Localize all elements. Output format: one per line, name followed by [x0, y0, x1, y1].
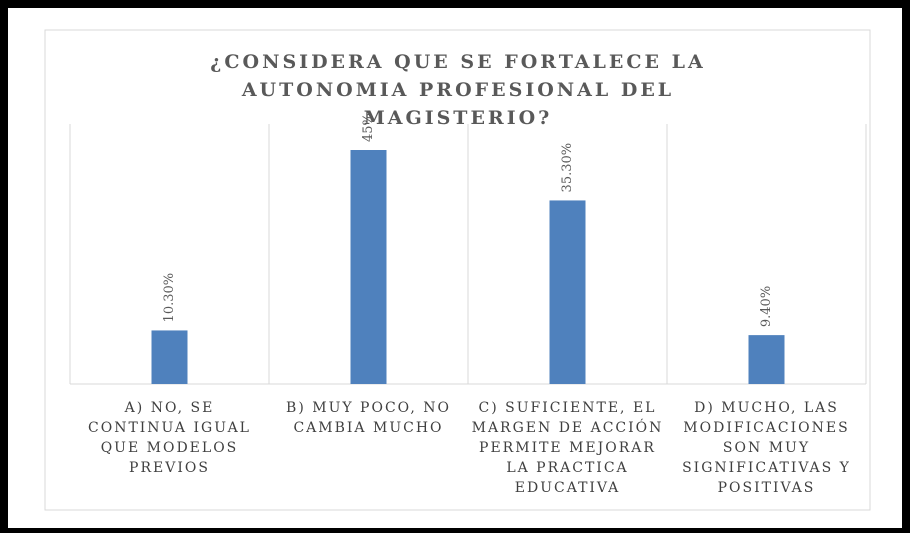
- data-label: 35.30%: [560, 143, 575, 193]
- bar: [748, 335, 785, 384]
- data-label: 45%: [361, 113, 376, 142]
- x-tick-label: C) SUFICIENTE, EL MARGEN DE ACCIÓN PERMI…: [471, 400, 664, 496]
- bar: [350, 150, 387, 384]
- x-tick-label: D) MUCHO, LAS MODIFICACIONES SON MUY SIG…: [682, 400, 851, 496]
- bar: [151, 330, 188, 384]
- chart: 10.30% 45% 35.30% 9.40%: [44, 29, 871, 511]
- x-tick-label: B) MUY POCO, NO CAMBIA MUCHO: [286, 400, 451, 436]
- bar: [549, 200, 586, 384]
- chart-title: ¿CONSIDERA QUE SE FORTALECE LA AUTONOMIA…: [210, 51, 706, 129]
- chart-border: [44, 29, 871, 511]
- data-label: 9.40%: [759, 286, 774, 327]
- data-label: 10.30%: [162, 273, 177, 323]
- x-tick-label: A) NO, SE CONTINUA IGUAL QUE MODELOS PRE…: [88, 400, 251, 476]
